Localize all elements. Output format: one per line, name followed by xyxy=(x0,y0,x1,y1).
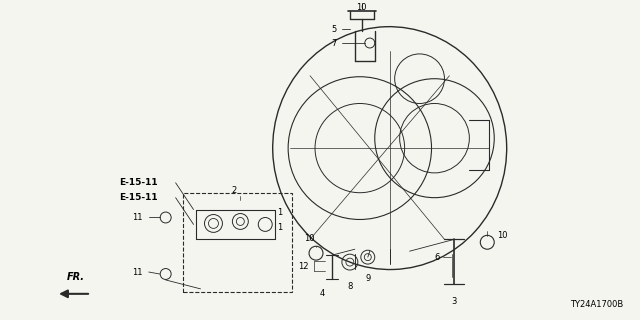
Text: 10: 10 xyxy=(304,234,314,243)
Text: 2: 2 xyxy=(232,186,237,195)
Bar xyxy=(182,193,292,292)
Text: 4: 4 xyxy=(319,289,324,298)
Text: 5: 5 xyxy=(332,25,337,34)
Text: TY24A1700B: TY24A1700B xyxy=(570,300,623,309)
Text: 11: 11 xyxy=(132,268,143,276)
Text: 12: 12 xyxy=(298,261,309,271)
Text: 9: 9 xyxy=(365,274,371,283)
Text: 10: 10 xyxy=(497,231,508,240)
Text: 6: 6 xyxy=(434,253,440,262)
Text: 7: 7 xyxy=(332,38,337,48)
Text: 8: 8 xyxy=(347,282,353,291)
Text: E-15-11: E-15-11 xyxy=(119,178,157,187)
Text: 10: 10 xyxy=(356,4,367,12)
Text: E-15-11: E-15-11 xyxy=(119,193,157,202)
Text: 1: 1 xyxy=(277,208,282,217)
Text: 1: 1 xyxy=(277,223,282,232)
Text: 11: 11 xyxy=(132,213,143,222)
Text: 3: 3 xyxy=(452,297,457,306)
Text: FR.: FR. xyxy=(67,272,85,282)
